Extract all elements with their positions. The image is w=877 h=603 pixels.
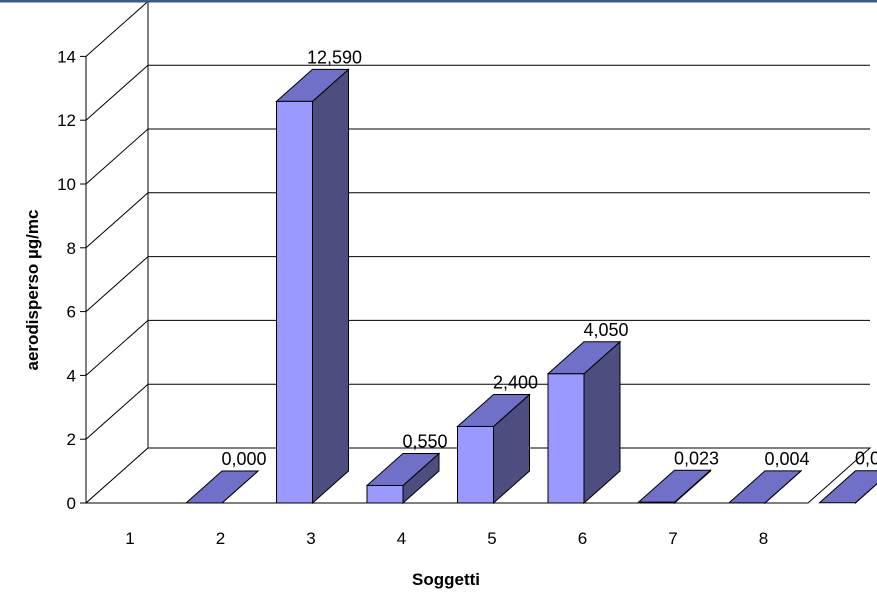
x-tick-label: 7 <box>668 529 677 548</box>
gridline-diagonal <box>86 320 148 375</box>
data-label: 0,000 <box>221 449 266 469</box>
data-label: 0,550 <box>402 431 447 451</box>
x-tick-label: 5 <box>487 529 496 548</box>
x-tick-label: 4 <box>397 529 406 548</box>
y-tick-label: 10 <box>57 175 76 194</box>
bar-front-face <box>367 485 403 503</box>
data-label: 0,008 <box>855 449 877 469</box>
bar-front-face <box>548 374 584 503</box>
bar-2 <box>277 69 349 503</box>
bar-front-face <box>277 101 313 503</box>
data-label: 4,050 <box>583 320 628 340</box>
x-tick-label: 3 <box>306 529 315 548</box>
data-label: 2,400 <box>493 372 538 392</box>
x-axis-title: Soggetti <box>412 570 480 589</box>
gridline-diagonal <box>86 65 148 120</box>
x-tick-label: 8 <box>759 529 768 548</box>
y-tick-label: 0 <box>67 494 76 513</box>
bar-side-face <box>313 69 349 503</box>
bar-5 <box>548 342 620 503</box>
data-label: 12,590 <box>307 47 362 67</box>
bars <box>186 69 877 503</box>
gridline-diagonal <box>86 193 148 248</box>
y-axis-title: aerodisperso µg/mc <box>23 210 42 371</box>
gridline-diagonal <box>86 257 148 312</box>
y-tick-label: 12 <box>57 111 76 130</box>
y-tick-label: 6 <box>67 303 76 322</box>
bar-front-face <box>639 502 675 503</box>
y-tick-label: 8 <box>67 239 76 258</box>
x-tick-label: 1 <box>125 529 134 548</box>
y-tick-label: 14 <box>57 47 76 66</box>
gridline-diagonal <box>86 129 148 184</box>
chart-walls <box>86 1 148 503</box>
gridline-diagonal <box>86 384 148 439</box>
x-tick-label: 6 <box>578 529 587 548</box>
x-tick-label: 2 <box>216 529 225 548</box>
y-tick-label: 4 <box>67 366 76 385</box>
y-tick-labels: 0 2 4 6 8 10 12 14 <box>57 47 86 513</box>
data-label: 0,023 <box>674 448 719 468</box>
y-tick-label: 2 <box>67 430 76 449</box>
data-label: 0,004 <box>764 449 809 469</box>
bar-front-face <box>458 426 494 503</box>
x-tick-labels: 1 2 3 4 5 6 7 8 <box>125 529 768 548</box>
gridline-diagonal <box>86 1 148 56</box>
